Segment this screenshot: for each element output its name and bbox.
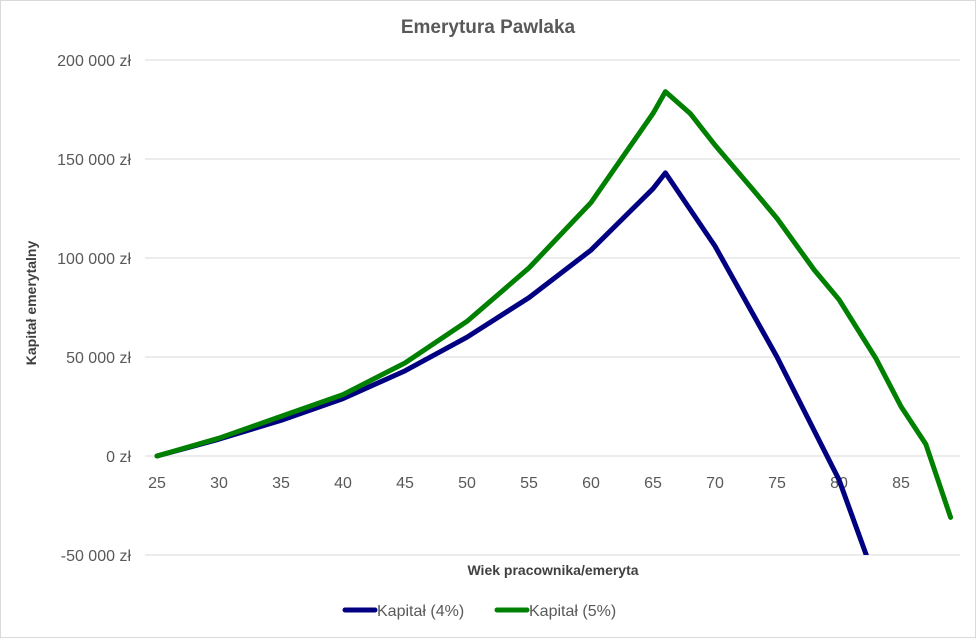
x-tick-label: 60: [582, 475, 600, 492]
series-line-1: [154, 170, 869, 555]
y-tick-label: 150 000 zł: [57, 152, 131, 169]
y-tick-label: 100 000 zł: [57, 251, 131, 268]
x-tick-label: 45: [396, 475, 414, 492]
x-tick-label: 65: [644, 475, 662, 492]
x-tick-label: 85: [892, 475, 910, 492]
y-tick-label: -50 000 zł: [61, 548, 132, 565]
y-tick-label: 50 000 zł: [66, 350, 131, 367]
x-tick-label: 70: [706, 475, 724, 492]
legend-item: Kapitał (4%): [342, 603, 464, 620]
y-axis-title: Kapitał emerytalny: [23, 241, 39, 366]
y-tick-label: 0 zł: [106, 449, 131, 466]
x-tick-label: 75: [768, 475, 786, 492]
x-tick-label: 30: [210, 475, 228, 492]
legend-label: Kapitał (5%): [529, 603, 616, 620]
x-tick-label: 40: [334, 475, 352, 492]
x-tick-label: 35: [272, 475, 290, 492]
y-tick-label: 200 000 zł: [57, 53, 131, 70]
chart-title: Emerytura Pawlaka: [401, 17, 576, 38]
x-tick-label: 50: [458, 475, 476, 492]
x-axis-title: Wiek pracownika/emeryta: [467, 562, 638, 578]
legend-item: Kapitał (5%): [494, 603, 616, 620]
x-tick-label: 55: [520, 475, 538, 492]
series-line-2: [154, 89, 954, 520]
legend-label: Kapitał (4%): [377, 603, 464, 620]
x-tick-label: 25: [148, 475, 166, 492]
